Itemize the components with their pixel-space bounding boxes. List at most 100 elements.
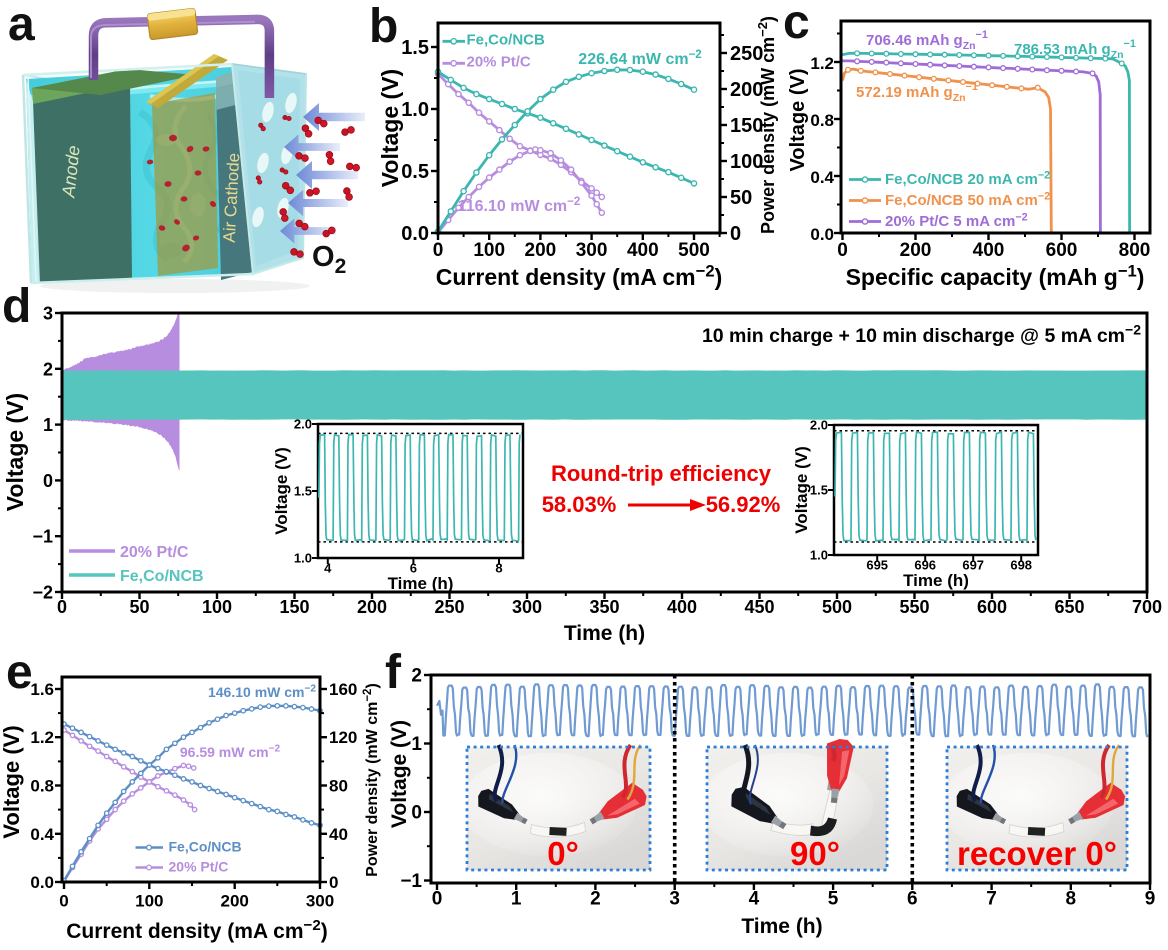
svg-text:150: 150 xyxy=(730,115,763,137)
svg-text:Specific capacity (mAh g−1)​: Specific capacity (mAh g−1)​ xyxy=(846,261,1145,290)
svg-text:1.5: 1.5 xyxy=(294,484,312,499)
svg-text:300: 300 xyxy=(512,597,542,617)
svg-text:Voltage (V): Voltage (V) xyxy=(388,720,411,828)
svg-text:200: 200 xyxy=(525,240,557,261)
svg-text:0.8: 0.8 xyxy=(30,777,54,796)
svg-text:0.0: 0.0 xyxy=(401,223,429,245)
svg-text:2: 2 xyxy=(590,889,601,910)
svg-text:recover 0°: recover 0° xyxy=(957,835,1117,872)
svg-text:696: 696 xyxy=(914,558,936,573)
svg-text:1.5: 1.5 xyxy=(401,37,429,59)
svg-text:Fe,Co/NCB: Fe,Co/NCB xyxy=(120,568,204,585)
svg-text:600: 600 xyxy=(977,597,1007,617)
svg-text:1.5: 1.5 xyxy=(810,483,828,498)
svg-text:Time (h): Time (h) xyxy=(903,571,969,590)
svg-text:d: d xyxy=(2,280,31,333)
svg-text:Fe,Co/NCB 50 mA cm−2​: Fe,Co/NCB 50 mA cm−2​ xyxy=(885,190,1050,209)
svg-text:4: 4 xyxy=(324,561,332,576)
svg-text:1.6: 1.6 xyxy=(30,680,54,699)
svg-text:8: 8 xyxy=(1066,889,1077,910)
svg-text:Current density (mA cm−2)​: Current density (mA cm−2)​ xyxy=(436,261,722,290)
svg-text:600: 600 xyxy=(1046,240,1078,261)
svg-text:706.46 mAh gZn−1​: 706.46 mAh gZn−1​ xyxy=(866,29,988,52)
svg-text:40: 40 xyxy=(329,825,348,844)
svg-text:350: 350 xyxy=(589,597,619,617)
svg-text:695: 695 xyxy=(866,558,888,573)
svg-text:100: 100 xyxy=(730,151,763,173)
svg-text:a: a xyxy=(8,0,35,51)
svg-text:e: e xyxy=(6,646,33,699)
svg-text:58.03%: 58.03% xyxy=(542,492,617,517)
svg-text:20% Pt/C: 20% Pt/C xyxy=(169,859,229,875)
svg-text:3: 3 xyxy=(669,889,680,910)
svg-text:c: c xyxy=(783,0,810,49)
svg-text:300: 300 xyxy=(306,892,334,911)
svg-text:3: 3 xyxy=(43,304,53,324)
svg-text:800: 800 xyxy=(1119,240,1151,261)
svg-text:146.10 mW cm−2​: 146.10 mW cm−2​ xyxy=(208,684,316,700)
svg-text:100: 100 xyxy=(202,597,232,617)
svg-text:Time (h): Time (h) xyxy=(741,915,822,938)
svg-text:Time (h): Time (h) xyxy=(388,574,454,593)
svg-text:Fe,Co/NCB: Fe,Co/NCB xyxy=(169,839,242,855)
svg-text:1.0: 1.0 xyxy=(810,548,828,563)
svg-text:1: 1 xyxy=(43,415,53,435)
svg-text:1.2: 1.2 xyxy=(30,728,54,747)
svg-text:0: 0 xyxy=(43,471,53,491)
svg-text:0: 0 xyxy=(837,240,848,261)
svg-text:1.0: 1.0 xyxy=(401,99,429,121)
svg-text:0.8: 0.8 xyxy=(810,111,834,130)
svg-text:1.2: 1.2 xyxy=(810,54,834,73)
svg-text:−1: −1 xyxy=(400,871,422,892)
svg-text:Voltage (V): Voltage (V) xyxy=(787,69,809,172)
svg-text:0.5: 0.5 xyxy=(401,161,429,183)
svg-text:698: 698 xyxy=(1010,558,1032,573)
svg-text:Voltage (V): Voltage (V) xyxy=(377,69,403,187)
svg-text:Time (h): Time (h) xyxy=(564,622,645,645)
svg-text:6: 6 xyxy=(907,889,918,910)
svg-text:300: 300 xyxy=(576,240,608,261)
svg-text:5: 5 xyxy=(828,889,839,910)
svg-text:0.0: 0.0 xyxy=(810,225,834,244)
svg-text:697: 697 xyxy=(962,558,984,573)
svg-text:20% Pt/C: 20% Pt/C xyxy=(467,54,531,71)
svg-text:80: 80 xyxy=(329,777,348,796)
svg-text:−2: −2 xyxy=(32,583,53,603)
svg-text:400: 400 xyxy=(667,597,697,617)
svg-text:2.0: 2.0 xyxy=(810,418,828,433)
svg-text:1: 1 xyxy=(511,889,522,910)
svg-text:400: 400 xyxy=(973,240,1005,261)
svg-text:56.92%: 56.92% xyxy=(706,492,781,517)
svg-text:f: f xyxy=(385,646,402,699)
svg-text:1.0: 1.0 xyxy=(294,551,312,566)
svg-text:116.10 mW cm−2​: 116.10 mW cm−2​ xyxy=(458,196,581,215)
svg-text:0.0: 0.0 xyxy=(30,873,54,892)
svg-text:90°: 90° xyxy=(790,835,840,872)
svg-text:Voltage (V): Voltage (V) xyxy=(2,393,28,511)
svg-text:250: 250 xyxy=(434,597,464,617)
svg-text:Current density (mA cm−2)​: Current density (mA cm−2)​ xyxy=(66,917,327,943)
svg-text:7: 7 xyxy=(986,889,997,910)
svg-text:−1: −1 xyxy=(32,527,53,547)
svg-text:6: 6 xyxy=(410,561,417,576)
svg-text:550: 550 xyxy=(899,597,929,617)
svg-text:10 min charge + 10 min dischar: 10 min charge + 10 min discharge @ 5 mA … xyxy=(702,322,1141,347)
svg-text:650: 650 xyxy=(1054,597,1084,617)
svg-text:786.53 mAh gZn−1​: 786.53 mAh gZn−1​ xyxy=(1014,38,1136,61)
svg-text:0.4: 0.4 xyxy=(30,825,54,844)
svg-text:200: 200 xyxy=(730,79,763,101)
svg-text:0: 0 xyxy=(433,240,444,261)
svg-text:4: 4 xyxy=(749,889,760,910)
svg-text:0: 0 xyxy=(329,873,338,892)
svg-text:20% Pt/C 5 mA cm−2​: 20% Pt/C 5 mA cm−2​ xyxy=(885,211,1028,230)
svg-text:Power density (mW cm−2)​: Power density (mW cm−2)​ xyxy=(755,16,778,234)
svg-text:120: 120 xyxy=(329,728,357,747)
svg-text:400: 400 xyxy=(627,240,659,261)
svg-text:Air Cathode: Air Cathode xyxy=(220,152,244,243)
svg-text:450: 450 xyxy=(744,597,774,617)
svg-text:96.59 mW cm−2​: 96.59 mW cm−2​ xyxy=(180,744,281,760)
svg-text:150: 150 xyxy=(279,597,309,617)
svg-text:2: 2 xyxy=(43,359,53,379)
svg-text:0: 0 xyxy=(432,889,443,910)
svg-text:100: 100 xyxy=(473,240,505,261)
